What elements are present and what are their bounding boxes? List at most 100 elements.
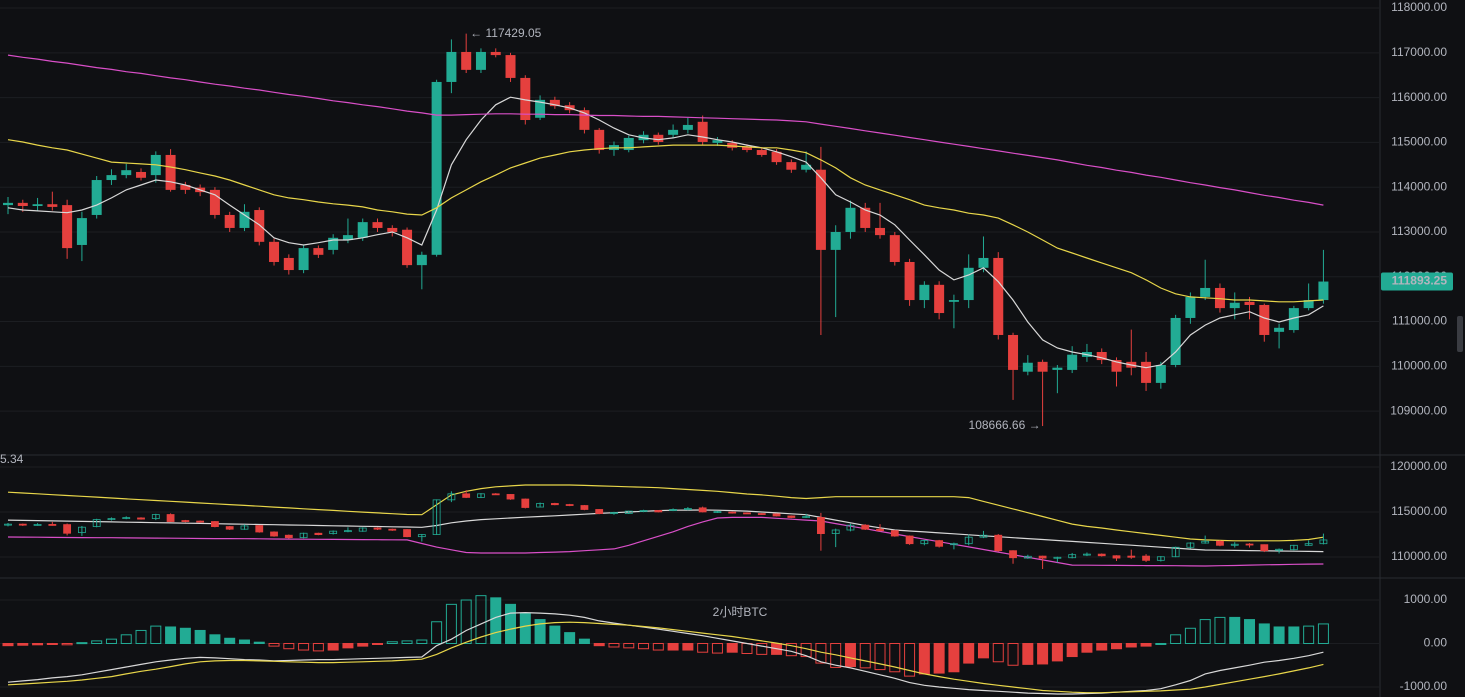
candle-body: [32, 204, 43, 207]
indicator-line: [7, 621, 1324, 694]
histogram-bar: [1022, 643, 1034, 665]
candle-body: [1245, 543, 1254, 546]
histogram-bar: [682, 643, 694, 651]
candle-body: [490, 51, 501, 56]
candle-body: [1229, 302, 1240, 309]
y-tick-label: 115000.00: [1391, 135, 1447, 149]
histogram-bar: [209, 634, 221, 645]
candle-body: [876, 528, 884, 532]
candle-body: [358, 527, 367, 532]
candle-body: [475, 51, 486, 70]
histogram-bar: [165, 626, 177, 645]
candle-body: [1111, 360, 1122, 372]
y-tick-label: 117000.00: [1391, 45, 1447, 59]
y-tick-label: 120000.00: [1390, 459, 1447, 473]
candle-body: [950, 543, 958, 546]
histogram-bar: [224, 637, 236, 645]
histogram-bar: [76, 642, 88, 645]
candle-body: [3, 202, 13, 206]
candle-body: [624, 510, 633, 514]
candle-body: [536, 503, 544, 508]
histogram-bar: [342, 643, 354, 649]
candle-body: [388, 528, 397, 531]
candle-body: [76, 218, 87, 245]
histogram-bar: [1037, 643, 1049, 665]
candle-body: [136, 171, 147, 178]
y-tick-label: 110000.00: [1391, 359, 1447, 373]
histogram-bar: [475, 595, 487, 645]
histogram-bar: [549, 625, 561, 645]
histogram-bar: [445, 603, 457, 645]
candle-body: [1142, 555, 1150, 561]
histogram-bar: [120, 634, 132, 645]
candle-body: [1052, 367, 1063, 370]
candle-body: [1259, 304, 1270, 335]
candle-body: [610, 512, 618, 514]
scrollbar[interactable]: [1457, 316, 1463, 352]
candle-body: [889, 235, 900, 262]
candle-body: [1288, 308, 1299, 331]
candle-body: [461, 51, 472, 70]
candle-body: [727, 142, 738, 148]
candle-body: [1303, 300, 1314, 309]
histogram-bar: [238, 639, 250, 645]
histogram-bar: [357, 643, 369, 647]
candle-body: [1037, 361, 1048, 372]
candle-body: [978, 257, 989, 268]
histogram-bar: [1258, 623, 1270, 645]
candle-body: [313, 248, 324, 255]
y-tick-label: 118000.00: [1391, 0, 1447, 14]
histogram-bar: [578, 638, 590, 645]
histogram-bar: [933, 643, 945, 674]
candle-body: [1186, 542, 1195, 548]
candle-body: [757, 513, 766, 515]
y-tick-label: 0.00: [1424, 636, 1448, 650]
legend-value: 5.34: [0, 452, 24, 466]
candle-body: [875, 227, 886, 236]
candle-body: [344, 530, 352, 533]
y-tick-label: 115000.00: [1391, 504, 1447, 518]
candle-body: [1260, 544, 1269, 552]
candle-body: [653, 134, 664, 142]
histogram-bar: [1214, 616, 1226, 645]
histogram-bar: [711, 643, 723, 654]
candle-body: [623, 137, 634, 151]
histogram-bar: [1155, 643, 1167, 646]
candle-body: [905, 535, 914, 545]
candle-body: [1216, 540, 1224, 546]
candle-body: [180, 184, 191, 190]
candle-body: [137, 517, 145, 520]
candle-body: [63, 524, 72, 534]
histogram-bar: [844, 643, 856, 668]
candle-body: [1067, 354, 1078, 370]
histogram-bar: [593, 643, 605, 647]
candle-body: [387, 227, 398, 232]
candle-body: [860, 207, 871, 228]
candle-body: [1319, 539, 1328, 545]
candle-body: [1156, 556, 1165, 561]
histogram-bar: [977, 643, 989, 659]
candle-body: [712, 140, 723, 143]
candle-body: [1009, 550, 1017, 559]
histogram-bar: [564, 632, 576, 645]
candle-body: [728, 511, 737, 514]
histogram-bar: [1081, 643, 1093, 653]
candle-body: [225, 526, 234, 530]
histogram-bar: [179, 627, 191, 645]
candle-body: [1200, 287, 1211, 297]
candle-body: [240, 525, 249, 530]
candle-body: [771, 151, 782, 163]
candle-body: [92, 519, 101, 527]
candle-body: [298, 248, 309, 271]
candle-body: [1289, 544, 1298, 551]
candle-body: [1112, 555, 1121, 559]
candle-body: [786, 162, 797, 170]
candle-body: [1023, 555, 1032, 559]
candle-body: [579, 110, 590, 130]
indicator-line: [7, 484, 1324, 542]
candle-body: [269, 241, 280, 262]
candle-body: [1096, 351, 1107, 361]
histogram-bar: [401, 640, 413, 645]
